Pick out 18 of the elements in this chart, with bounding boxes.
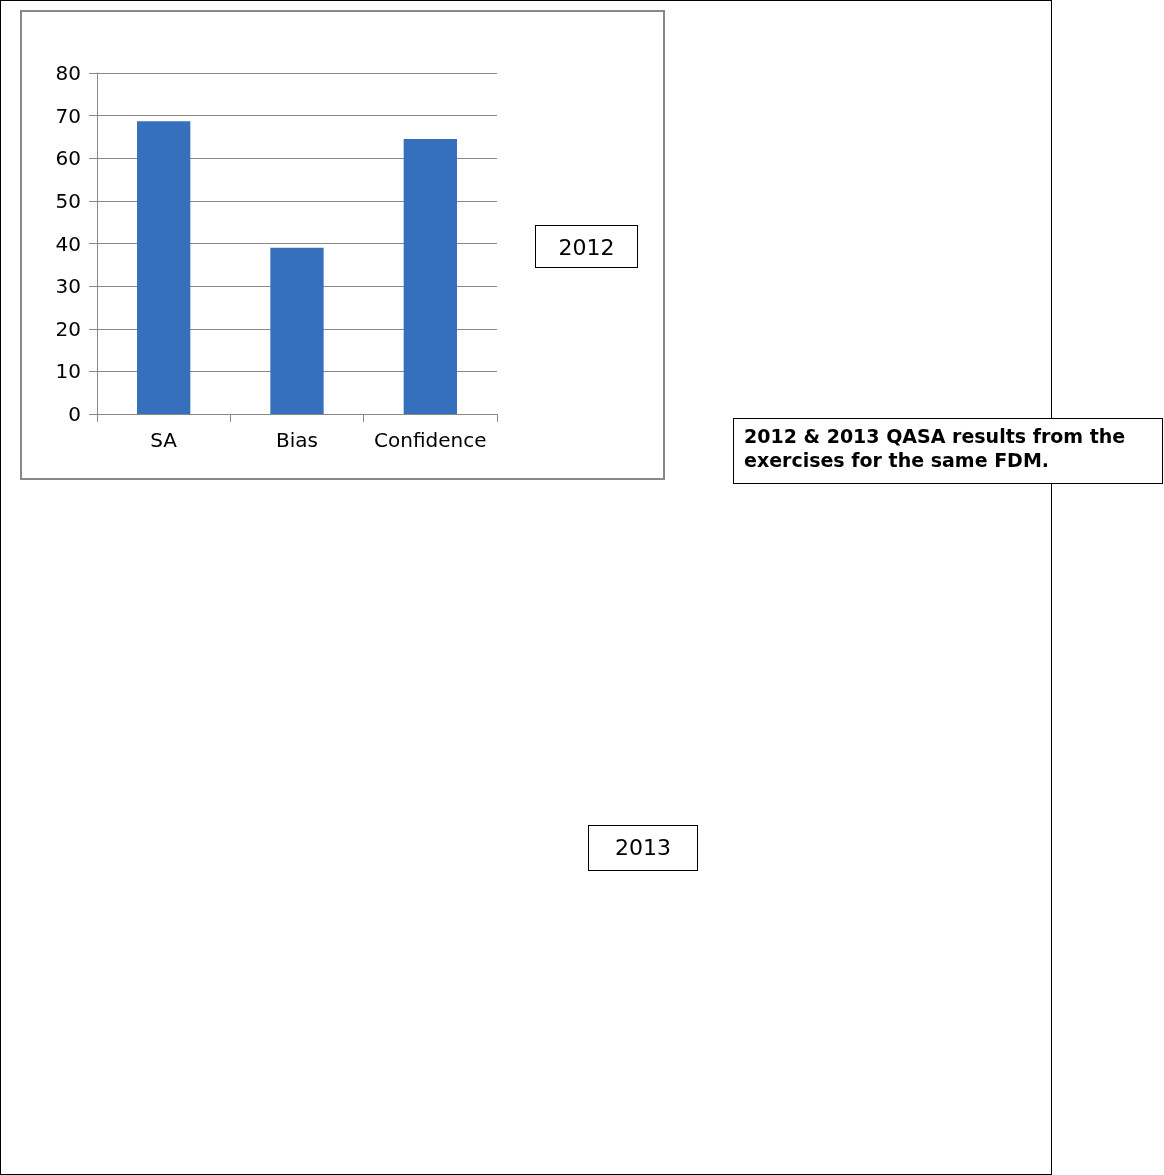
y-tick-label: 40	[55, 231, 81, 256]
y-tick-label: 0	[68, 402, 81, 426]
y-tick-label: 10	[55, 359, 81, 384]
y-tick-label: 80	[55, 61, 81, 85]
text: 2013	[588, 825, 698, 871]
y-tick-label: 60	[55, 146, 81, 171]
bar	[270, 247, 324, 414]
bar	[403, 139, 457, 414]
x-tick-label: Confidence	[374, 428, 487, 452]
y-tick-label: 50	[55, 188, 81, 213]
text: 2012 & 2013 QASA results from the exercises for the same FDM.	[733, 418, 1163, 484]
y-tick-label: 70	[55, 103, 81, 128]
bar	[137, 121, 191, 414]
text: 2012	[535, 225, 638, 268]
y-tick-label: 30	[55, 274, 81, 299]
x-tick-label: Bias	[276, 428, 318, 452]
y-tick-label: 20	[55, 316, 81, 341]
x-tick-label: SA	[150, 428, 178, 452]
